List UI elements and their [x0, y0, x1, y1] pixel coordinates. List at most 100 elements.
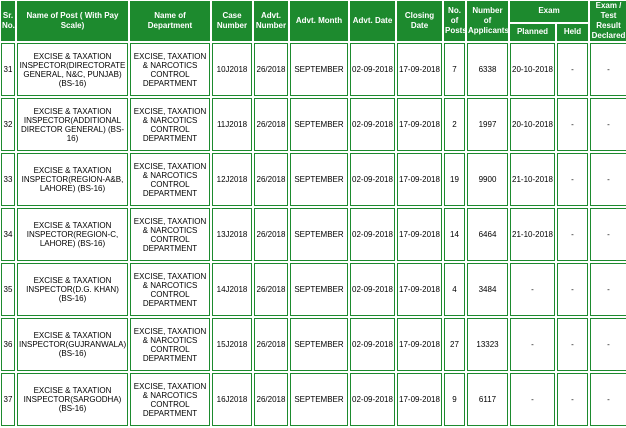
header-post-name: Name of Post ( With Pay Scale) [17, 1, 128, 41]
closing-date-cell: 17-09-2018 [397, 318, 442, 371]
department-cell: EXCISE, TAXATION & NARCOTICS CONTROL DEP… [130, 153, 210, 206]
header-sr-no: Sr. No. [1, 1, 15, 41]
exam-held-cell: - [557, 43, 589, 96]
result-declared-cell: - [590, 263, 626, 316]
exam-held-cell: - [557, 373, 589, 426]
sr-cell: 35 [1, 263, 15, 316]
header-closing-date: Closing Date [397, 1, 442, 41]
result-declared-cell: - [590, 373, 626, 426]
case-number-cell: 12J2018 [212, 153, 252, 206]
header-exam-planned: Planned [510, 23, 555, 41]
applicants-count-cell: 6464 [467, 208, 508, 261]
case-number-cell: 11J2018 [212, 98, 252, 151]
advt-date-cell: 02-09-2018 [350, 98, 395, 151]
department-cell: EXCISE, TAXATION & NARCOTICS CONTROL DEP… [130, 98, 210, 151]
sr-cell: 36 [1, 318, 15, 371]
post-name-cell: EXCISE & TAXATION INSPECTOR(GUJRANWALA) … [17, 318, 128, 371]
closing-date-cell: 17-09-2018 [397, 373, 442, 426]
exam-planned-cell: - [510, 263, 555, 316]
advt-month-cell: SEPTEMBER [290, 373, 348, 426]
department-cell: EXCISE, TAXATION & NARCOTICS CONTROL DEP… [130, 373, 210, 426]
table-row: 35 EXCISE & TAXATION INSPECTOR(D.G. KHAN)… [1, 263, 626, 316]
post-name-cell: EXCISE & TAXATION INSPECTOR(REGION-A&B, … [17, 153, 128, 206]
applicants-count-cell: 6338 [467, 43, 508, 96]
advt-date-cell: 02-09-2018 [350, 153, 395, 206]
closing-date-cell: 17-09-2018 [397, 263, 442, 316]
table-row: 31 EXCISE & TAXATION INSPECTOR(DIRECTORAT… [1, 43, 626, 96]
applicants-count-cell: 9900 [467, 153, 508, 206]
closing-date-cell: 17-09-2018 [397, 153, 442, 206]
exam-planned-cell: - [510, 318, 555, 371]
posts-count-cell: 19 [444, 153, 465, 206]
advt-number-cell: 26/2018 [254, 263, 288, 316]
exam-planned-cell: 21-10-2018 [510, 153, 555, 206]
case-number-cell: 13J2018 [212, 208, 252, 261]
header-advt-number: Advt. Number [254, 1, 288, 41]
exam-held-cell: - [557, 98, 589, 151]
post-name-cell: EXCISE & TAXATION INSPECTOR(DIRECTORATE … [17, 43, 128, 96]
closing-date-cell: 17-09-2018 [397, 208, 442, 261]
advt-month-cell: SEPTEMBER [290, 263, 348, 316]
header-no-of-posts: No. of Posts [444, 1, 467, 41]
advt-number-cell: 26/2018 [254, 153, 288, 206]
header-advt-date: Advt. Date [350, 1, 395, 41]
advt-date-cell: 02-09-2018 [350, 43, 395, 96]
advt-date-cell: 02-09-2018 [350, 373, 395, 426]
advt-number-cell: 26/2018 [254, 208, 288, 261]
header-applicants: Number of Applicants [467, 1, 509, 41]
advt-month-cell: SEPTEMBER [290, 43, 348, 96]
header-exam-held: Held [557, 23, 589, 41]
department-cell: EXCISE, TAXATION & NARCOTICS CONTROL DEP… [130, 263, 210, 316]
post-name-cell: EXCISE & TAXATION INSPECTOR(ADDITIONAL D… [17, 98, 128, 151]
table-row: 37 EXCISE & TAXATION INSPECTOR(SARGODHA) … [1, 373, 626, 426]
applicants-count-cell: 1997 [467, 98, 508, 151]
post-name-cell: EXCISE & TAXATION INSPECTOR(D.G. KHAN) (… [17, 263, 128, 316]
applicants-count-cell: 13323 [467, 318, 508, 371]
header-result-declared: Exam / Test Result Declared [590, 1, 626, 41]
result-declared-cell: - [590, 43, 626, 96]
exam-planned-cell: 20-10-2018 [510, 43, 555, 96]
posts-count-cell: 2 [444, 98, 465, 151]
table-row: 33 EXCISE & TAXATION INSPECTOR(REGION-A&B… [1, 153, 626, 206]
exam-held-cell: - [557, 208, 589, 261]
exam-planned-cell: - [510, 373, 555, 426]
advt-number-cell: 26/2018 [254, 373, 288, 426]
sr-cell: 37 [1, 373, 15, 426]
sr-cell: 32 [1, 98, 15, 151]
case-number-cell: 10J2018 [212, 43, 252, 96]
posts-count-cell: 7 [444, 43, 465, 96]
advt-date-cell: 02-09-2018 [350, 208, 395, 261]
post-name-cell: EXCISE & TAXATION INSPECTOR(SARGODHA) (B… [17, 373, 128, 426]
advt-month-cell: SEPTEMBER [290, 98, 348, 151]
applicants-count-cell: 3484 [467, 263, 508, 316]
closing-date-cell: 17-09-2018 [397, 98, 442, 151]
advt-number-cell: 26/2018 [254, 43, 288, 96]
department-cell: EXCISE, TAXATION & NARCOTICS CONTROL DEP… [130, 43, 210, 96]
applicants-count-cell: 6117 [467, 373, 508, 426]
header-department: Name of Department [130, 1, 210, 41]
department-cell: EXCISE, TAXATION & NARCOTICS CONTROL DEP… [130, 208, 210, 261]
header-subrow: Planned Held [1, 23, 626, 41]
result-declared-cell: - [590, 208, 626, 261]
post-name-cell: EXCISE & TAXATION INSPECTOR(REGION-C, LA… [17, 208, 128, 261]
department-cell: EXCISE, TAXATION & NARCOTICS CONTROL DEP… [130, 318, 210, 371]
closing-date-cell: 17-09-2018 [397, 43, 442, 96]
result-declared-cell: - [590, 98, 626, 151]
exam-held-cell: - [557, 263, 589, 316]
posts-count-cell: 27 [444, 318, 465, 371]
table-row: 36 EXCISE & TAXATION INSPECTOR(GUJRANWALA… [1, 318, 626, 371]
exam-planned-cell: 21-10-2018 [510, 208, 555, 261]
exam-held-cell: - [557, 318, 589, 371]
exam-planned-cell: 20-10-2018 [510, 98, 555, 151]
case-number-cell: 14J2018 [212, 263, 252, 316]
advt-month-cell: SEPTEMBER [290, 208, 348, 261]
table-row: 34 EXCISE & TAXATION INSPECTOR(REGION-C, … [1, 208, 626, 261]
header-advt-month: Advt. Month [290, 1, 348, 41]
result-declared-cell: - [590, 318, 626, 371]
posts-count-cell: 4 [444, 263, 465, 316]
case-number-cell: 16J2018 [212, 373, 252, 426]
table-row: 32 EXCISE & TAXATION INSPECTOR(ADDITIONAL… [1, 98, 626, 151]
header-case-number: Case Number [212, 1, 252, 41]
case-number-cell: 15J2018 [212, 318, 252, 371]
